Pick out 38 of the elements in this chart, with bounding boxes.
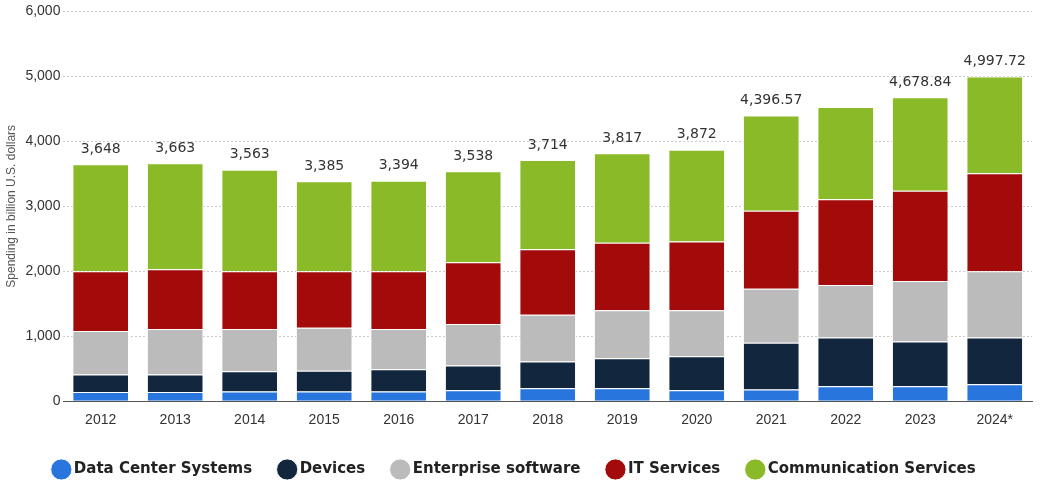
x-tick-label: 2023 <box>904 411 937 428</box>
legend-label: Communication Services <box>767 459 976 478</box>
y-tick-label: 2,000 <box>25 262 61 279</box>
x-tick-label: 2018 <box>532 411 564 428</box>
total-label: 4,678.84 <box>889 72 952 89</box>
x-tick-label: 2019 <box>606 411 638 428</box>
y-tick-label: 1,000 <box>25 327 61 344</box>
total-label: 3,648 <box>80 139 121 156</box>
x-tick-label: 2014 <box>234 411 266 428</box>
y-tick-label: 5,000 <box>25 67 61 84</box>
total-label: 3,394 <box>378 156 419 173</box>
legend-label: Data Center Systems <box>73 459 253 478</box>
x-tick-label: 2021 <box>755 411 788 428</box>
total-label: 3,385 <box>304 156 345 173</box>
legend-label: Enterprise software <box>412 459 581 478</box>
total-label: 3,538 <box>453 146 494 163</box>
total-label: 3,663 <box>155 138 196 155</box>
total-label: 4,997.72 <box>963 52 1026 69</box>
x-tick-label: 2015 <box>308 411 340 428</box>
total-label: 3,714 <box>527 135 568 152</box>
x-tick-label: 2013 <box>159 411 191 428</box>
y-axis-title: Spending in billion U.S. dollars <box>3 124 18 288</box>
x-tick-label: 2020 <box>681 411 713 428</box>
y-tick-label: 4,000 <box>25 132 61 149</box>
legend-label: IT Services <box>627 459 721 478</box>
y-tick-label: 0 <box>52 392 61 409</box>
x-tick-label: 2024* <box>976 411 1014 428</box>
x-tick-label: 2022 <box>830 411 862 428</box>
y-tick-label: 3,000 <box>25 197 61 214</box>
total-label: 3,563 <box>229 145 270 162</box>
y-tick-label: 6,000 <box>25 2 61 19</box>
legend-label: Devices <box>299 459 366 478</box>
total-label: 3,817 <box>602 128 643 145</box>
total-label: 3,872 <box>676 125 717 142</box>
x-tick-label: 2016 <box>383 411 415 428</box>
x-tick-label: 2017 <box>457 411 489 428</box>
total-label: 4,396.57 <box>740 91 803 108</box>
x-tick-label: 2012 <box>85 411 117 428</box>
